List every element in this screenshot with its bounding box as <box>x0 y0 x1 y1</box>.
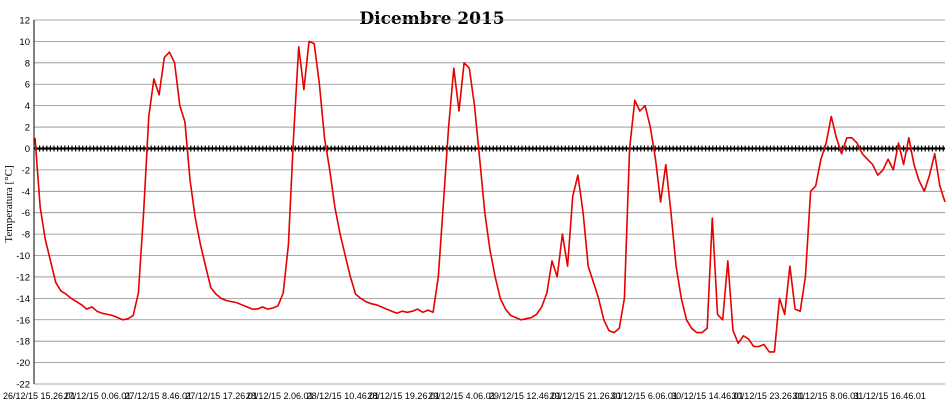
x-tick-label: 28/12/15 19.26.01 <box>367 391 440 401</box>
x-tick-label: 31/12/15 16.46.01 <box>853 391 926 401</box>
chart-title: Dicembre 2015 <box>359 9 504 29</box>
gridlines <box>34 19 945 385</box>
y-tick-label: -4 <box>22 187 30 198</box>
y-axis-label: Temperatura [°C] <box>3 165 15 242</box>
temperature-series <box>34 40 946 353</box>
zero-reference-line <box>34 145 945 152</box>
y-tick-labels: 12 10 8 6 4 2 0 -2 -4 -6 -8 -10 -12 -14 -16 -18 -20 -22 <box>16 16 30 391</box>
x-tick-label: 30/12/15 23.26.01 <box>732 391 805 401</box>
x-tick-label: 29/12/15 4.06.01 <box>428 391 496 401</box>
y-tick-label: -16 <box>16 315 30 326</box>
y-tick-label: -2 <box>22 165 30 176</box>
temperature-line <box>34 40 946 353</box>
y-tick-label: -22 <box>16 380 30 391</box>
y-tick-label: 10 <box>19 37 30 48</box>
y-tick-label: -14 <box>16 294 30 305</box>
y-tick-label: -8 <box>22 230 30 241</box>
x-tick-label: 27/12/15 17.26.01 <box>185 391 258 401</box>
y-tick-label: 2 <box>25 123 30 134</box>
y-tick-label: 8 <box>25 58 30 69</box>
y-tick-label: -12 <box>16 272 30 283</box>
x-tick-label: 29/12/15 21.26.01 <box>550 391 623 401</box>
x-tick-label: 31/12/15 8.06.01 <box>793 391 861 401</box>
x-tick-label: 28/12/15 10.46.01 <box>307 391 380 401</box>
x-tick-label: 29/12/15 12.46.01 <box>489 391 562 401</box>
x-tick-label: 30/12/15 14.46.01 <box>671 391 744 401</box>
y-tick-label: -6 <box>22 208 30 219</box>
y-tick-label: 0 <box>25 144 30 155</box>
y-tick-label: -18 <box>16 337 30 348</box>
x-tick-label: 27/12/15 0.06.01 <box>64 391 132 401</box>
x-tick-label: 30/12/15 6.06.01 <box>610 391 678 401</box>
y-tick-label: 12 <box>19 16 30 27</box>
x-tick-label: 27/12/15 8.46.01 <box>124 391 192 401</box>
x-tick-label: 26/12/15 15.26.01 <box>3 391 76 401</box>
x-tick-label: 28/12/15 2.06.01 <box>246 391 314 401</box>
y-tick-label: -10 <box>16 251 30 262</box>
y-tick-label: 6 <box>25 80 30 91</box>
y-tick-label: -20 <box>16 358 30 369</box>
y-tick-label: 4 <box>25 101 30 112</box>
